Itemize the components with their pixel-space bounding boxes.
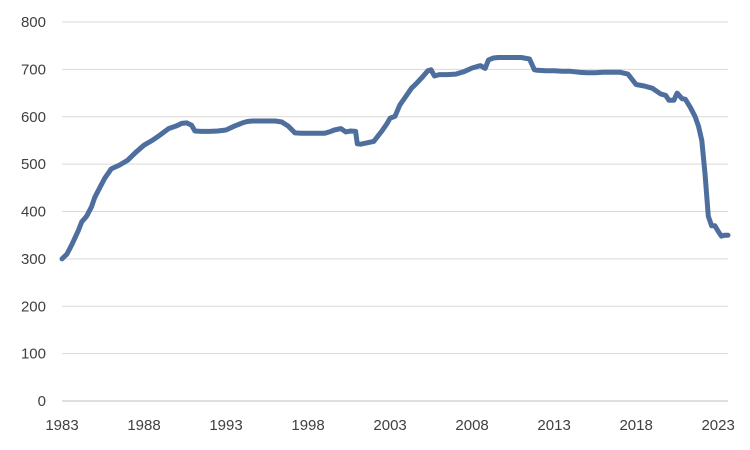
- y-tick-label: 200: [21, 298, 46, 315]
- y-tick-label: 100: [21, 346, 46, 363]
- series-line-0: [59, 55, 731, 262]
- y-tick-label: 0: [38, 393, 46, 410]
- x-tick-label: 2023: [701, 417, 734, 434]
- x-tick-label: 2008: [455, 417, 488, 434]
- y-tick-label: 600: [21, 109, 46, 126]
- y-tick-label: 400: [21, 204, 46, 221]
- y-tick-label: 800: [21, 14, 46, 31]
- x-tick-label: 1983: [45, 417, 78, 434]
- y-tick-label: 300: [21, 251, 46, 268]
- y-tick-label: 700: [21, 61, 46, 78]
- x-tick-label: 1998: [291, 417, 324, 434]
- x-tick-label: 2018: [619, 417, 652, 434]
- x-tick-label: 1993: [209, 417, 242, 434]
- x-tick-label: 2013: [537, 417, 570, 434]
- y-tick-label: 500: [21, 156, 46, 173]
- y-axis-tick-labels: 0 100 200 300 400 500 600 700 800: [21, 14, 46, 410]
- x-tick-label: 2003: [373, 417, 406, 434]
- x-tick-label: 1988: [127, 417, 160, 434]
- x-axis-tick-labels: 1983 1988 1993 1998 2003 2008 2013 2018 2023: [45, 417, 735, 434]
- series-group: [59, 55, 731, 262]
